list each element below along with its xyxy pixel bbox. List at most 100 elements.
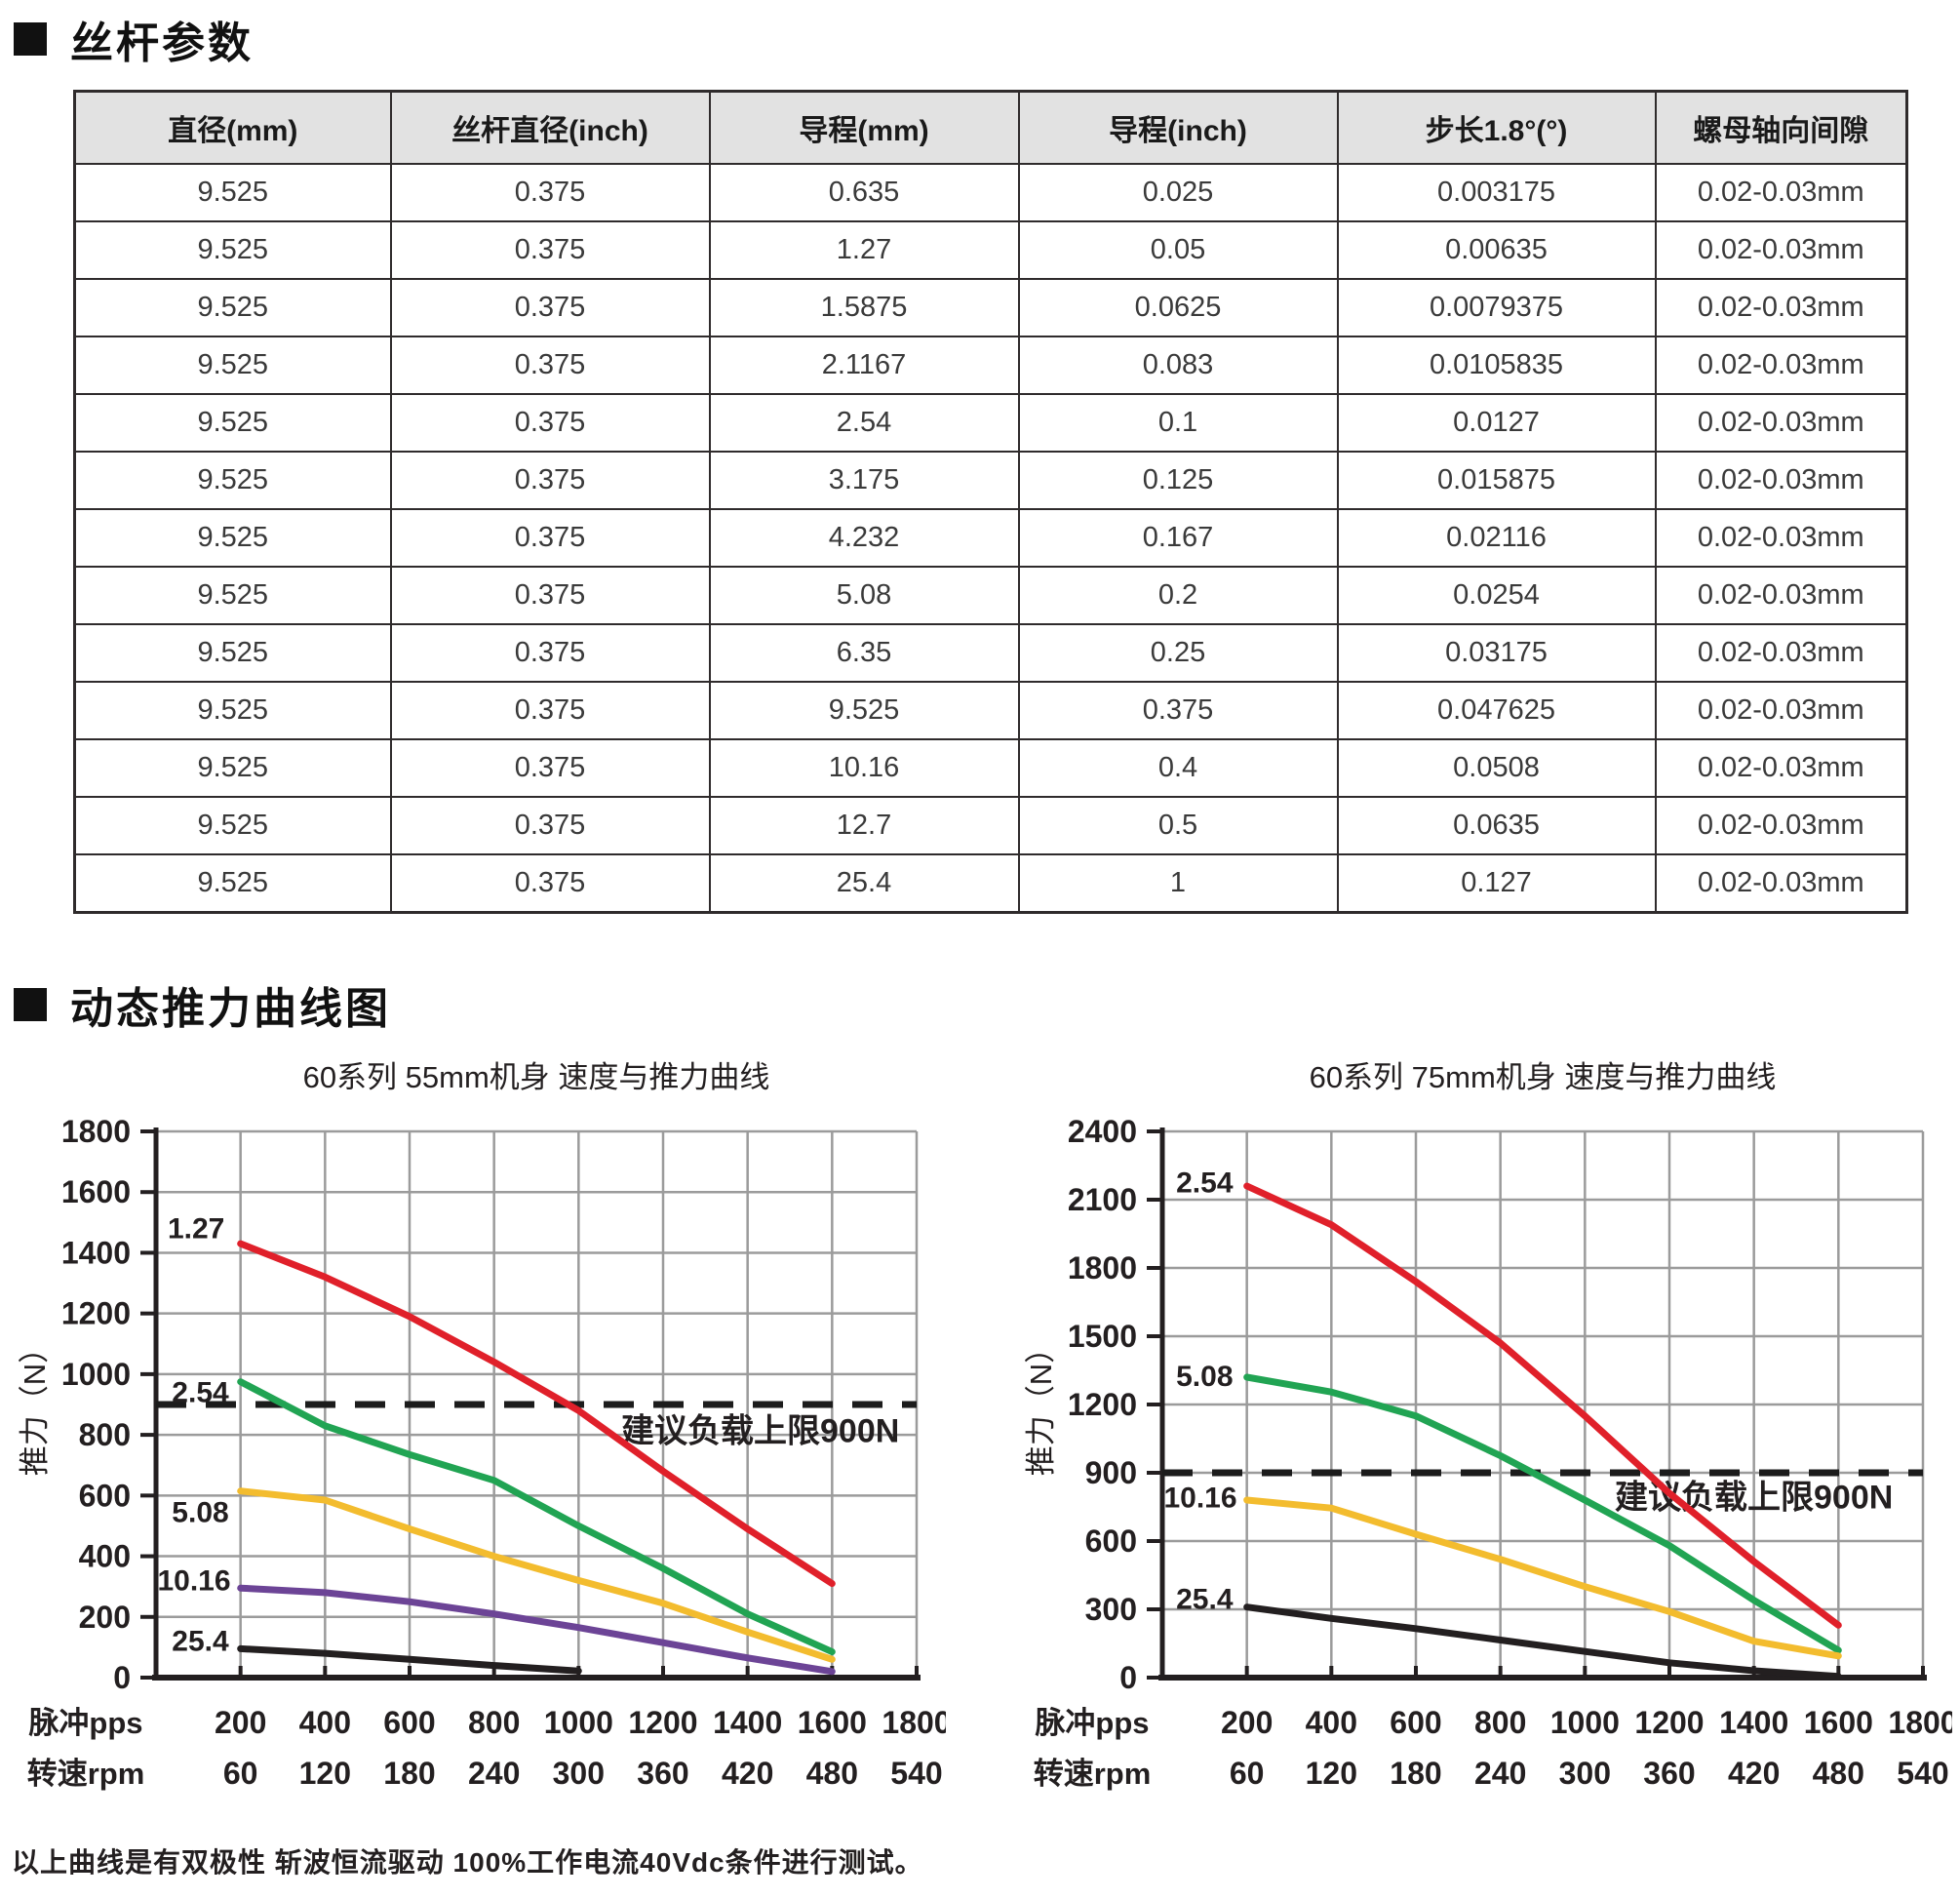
x-axis-tick-label: 360 (1643, 1756, 1695, 1791)
table-cell: 0.02-0.03mm (1654, 796, 1908, 855)
table-row: 9.525 0.375 25.4 1 0.127 0.02-0.03mm (73, 853, 1908, 914)
table-cell: 4.232 (708, 508, 1020, 568)
table-cell: 0.375 (389, 508, 711, 568)
thrust-chart-75mm: 60系列 75mm机身 速度与推力曲线 0 300 600 900 1200 1500 180… (1016, 1048, 1952, 1829)
table-cell: 0.05 (1017, 220, 1339, 280)
chart-title: 60系列 75mm机身 速度与推力曲线 (1310, 1060, 1777, 1094)
y-axis-tick-label: 400 (79, 1539, 131, 1574)
table-header-cell: 丝杆直径(inch) (389, 90, 711, 165)
table-cell: 9.525 (73, 566, 392, 625)
x-axis-tick-label: 300 (1559, 1756, 1611, 1791)
table-row: 9.525 0.375 9.525 0.375 0.047625 0.02-0.03mm (73, 681, 1908, 740)
x-axis-tick-label: 200 (1221, 1705, 1273, 1740)
table-cell: 0.02-0.03mm (1654, 163, 1908, 222)
table-cell: 0.02-0.03mm (1654, 681, 1908, 740)
section-title-screw-params: 丝杆参数 (70, 20, 254, 67)
curve-label-2.54: 2.54 (172, 1377, 229, 1409)
thrust-chart-55mm-svg: 60系列 55mm机身 速度与推力曲线 0 200 400 600 800 1000 1200… (18, 1060, 946, 1791)
y-axis-tick-label: 2100 (1068, 1182, 1137, 1217)
y-axis-tick-label: 1800 (1068, 1250, 1137, 1286)
table-cell: 9.525 (73, 451, 392, 510)
table-row: 9.525 0.375 2.1167 0.083 0.0105835 0.02-0.03m… (73, 336, 1908, 395)
table-cell: 0.375 (389, 853, 711, 914)
section-header-thrust-curves: 动态推力曲线图 (14, 973, 391, 1036)
table-cell: 9.525 (73, 163, 392, 222)
curve-label-5.08: 5.08 (172, 1496, 228, 1528)
table-cell: 0.02-0.03mm (1654, 393, 1908, 453)
table-row: 9.525 0.375 1.27 0.05 0.00635 0.02-0.03mm (73, 220, 1908, 280)
x-axis-tick-label: 400 (1306, 1705, 1357, 1740)
y-axis-tick-label: 900 (1085, 1455, 1137, 1490)
x-axis-tick-label: 600 (383, 1705, 435, 1740)
curve-label-10.16: 10.16 (157, 1564, 230, 1597)
curve-label-25.4: 25.4 (172, 1626, 229, 1658)
curve-lead-25.4 (237, 1644, 582, 1675)
table-cell: 0.375 (389, 623, 711, 683)
y-axis-title: 推力（N） (1024, 1333, 1058, 1476)
table-cell: 9.525 (73, 623, 392, 683)
table-cell: 0.375 (389, 336, 711, 395)
table-cell: 0.02116 (1336, 508, 1657, 568)
thrust-chart-55mm: 60系列 55mm机身 速度与推力曲线 0 200 400 600 800 1000 1200… (10, 1048, 946, 1829)
x-axis-tick-label: 1200 (1634, 1705, 1704, 1740)
y-axis-tick-label: 1000 (61, 1357, 131, 1392)
x-axis-tick-label: 120 (1306, 1756, 1357, 1791)
table-cell: 0.03175 (1336, 623, 1657, 683)
x-axis-tick-label: 600 (1390, 1705, 1441, 1740)
x-axis-tick-label: 420 (1728, 1756, 1780, 1791)
curve-lead-1.27 (237, 1240, 836, 1588)
curve-lead-2.54 (237, 1378, 836, 1656)
x-axis-tick-label: 540 (1897, 1756, 1948, 1791)
table-cell: 0.00635 (1336, 220, 1657, 280)
table-cell: 0.0635 (1336, 796, 1657, 855)
table-cell: 0.375 (389, 278, 711, 337)
table-cell: 1 (1017, 853, 1339, 914)
curve-lead-10.16 (1243, 1496, 1842, 1660)
table-cell: 0.375 (389, 163, 711, 222)
table-cell: 0.635 (708, 163, 1020, 222)
table-cell: 1.5875 (708, 278, 1020, 337)
table-cell: 9.525 (73, 220, 392, 280)
x-axis-tick-label: 1200 (628, 1705, 697, 1740)
x-axis-tick-label: 1400 (713, 1705, 782, 1740)
table-cell: 9.525 (73, 738, 392, 798)
table-cell: 6.35 (708, 623, 1020, 683)
table-cell: 0.0254 (1336, 566, 1657, 625)
table-row: 9.525 0.375 0.635 0.025 0.003175 0.02-0.03mm (73, 163, 1908, 222)
table-row: 9.525 0.375 4.232 0.167 0.02116 0.02-0.03mm (73, 508, 1908, 568)
table-cell: 0.02-0.03mm (1654, 278, 1908, 337)
table-cell: 2.1167 (708, 336, 1020, 395)
y-axis-tick-label: 1500 (1068, 1319, 1137, 1354)
table-cell: 1.27 (708, 220, 1020, 280)
table-header-cell: 步长1.8°(°) (1336, 90, 1657, 165)
thrust-chart-75mm-svg: 60系列 75mm机身 速度与推力曲线 0 300 600 900 1200 1500 180… (1024, 1060, 1952, 1791)
table-cell: 0.0508 (1336, 738, 1657, 798)
table-cell: 0.2 (1017, 566, 1339, 625)
table-cell: 0.02-0.03mm (1654, 566, 1908, 625)
table-cell: 3.175 (708, 451, 1020, 510)
table-cell: 0.1 (1017, 393, 1339, 453)
x-axis-tick-label: 540 (890, 1756, 942, 1791)
table-cell: 0.4 (1017, 738, 1339, 798)
test-condition-note: 以上曲线是有双极性 斩波恒流驱动 100%工作电流40Vdc条件进行测试。 (12, 1847, 923, 1878)
x-axis-tick-label: 360 (637, 1756, 688, 1791)
table-cell: 0.125 (1017, 451, 1339, 510)
x-axis-tick-label: 240 (468, 1756, 520, 1791)
table-cell: 0.02-0.03mm (1654, 738, 1908, 798)
table-cell: 0.375 (389, 681, 711, 740)
table-cell: 0.025 (1017, 163, 1339, 222)
table-cell: 0.0625 (1017, 278, 1339, 337)
x-axis-tick-label: 1000 (1550, 1705, 1620, 1740)
x-axis-tick-label: 800 (468, 1705, 520, 1740)
table-cell: 0.127 (1336, 853, 1657, 914)
x-axis-tick-label: 60 (223, 1756, 258, 1791)
y-axis-title: 推力（N） (18, 1333, 52, 1476)
table-cell: 0.375 (389, 566, 711, 625)
x-axis-tick-label: 180 (1390, 1756, 1441, 1791)
table-cell: 0.375 (1017, 681, 1339, 740)
y-axis-tick-label: 2400 (1068, 1114, 1137, 1149)
curve-label-2.54: 2.54 (1176, 1167, 1234, 1200)
table-row: 9.525 0.375 10.16 0.4 0.0508 0.02-0.03mm (73, 738, 1908, 798)
section-bullet-icon (14, 988, 47, 1021)
